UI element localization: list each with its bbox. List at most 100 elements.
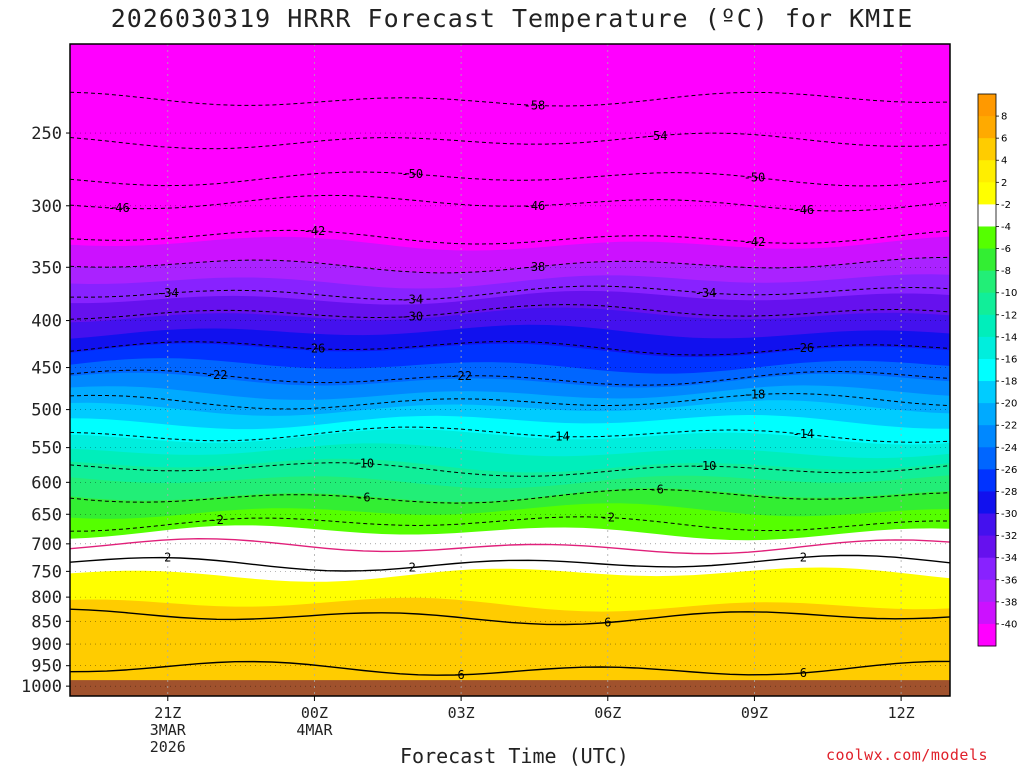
colorbar-label: 4	[1001, 156, 1007, 167]
isotherm-label: -34	[157, 286, 179, 300]
y-tick-label: 950	[31, 657, 62, 677]
colorbar-swatch	[978, 557, 996, 581]
isotherm-label: 2	[800, 550, 807, 564]
y-tick-label: 350	[31, 258, 62, 278]
colorbar-swatch	[978, 182, 996, 205]
colorbar-swatch	[978, 425, 996, 448]
y-tick-label: 250	[31, 124, 62, 144]
isotherm-line	[70, 194, 950, 212]
y-tick-label: 1000	[21, 677, 62, 697]
isotherm-label: -2	[209, 513, 223, 527]
isotherm-line	[70, 171, 950, 187]
plot-area: -58 -54 -50 -50 -46 -46 -46 -42 -42 -38 -34 -34 -34 -…	[70, 44, 950, 696]
ground-layer	[70, 680, 950, 696]
colorbar-label: -22	[1001, 421, 1017, 432]
colorbar-swatch	[978, 226, 996, 250]
isotherm-label: 2	[409, 561, 416, 575]
x-tick-label: 00Z	[301, 704, 328, 722]
colorbar-swatch	[978, 314, 996, 338]
colorbar-swatch	[978, 292, 996, 316]
y-tick-label: 400	[31, 312, 62, 332]
isotherm-label: 6	[457, 668, 464, 682]
colorbar-label: -24	[1001, 443, 1017, 454]
colorbar-swatch	[978, 403, 996, 426]
colorbar-legend: 8 6 4 2 -2 -4 -6 -8 -10 -12 -14 -16 -18 -20 -22 -24 -26 -…	[977, 93, 1017, 647]
isotherm-label: -26	[792, 341, 814, 355]
x-tick-label: 03Z	[448, 704, 475, 722]
isotherm-label: -42	[744, 235, 766, 249]
isotherm-label: -34	[401, 293, 423, 307]
colorbar-swatch	[978, 138, 996, 161]
credit-link[interactable]: coolwx.com/models	[826, 746, 989, 764]
colorbar-label: -36	[1001, 575, 1017, 586]
colorbar-label: -34	[1001, 553, 1017, 564]
isotherm-line	[70, 426, 950, 443]
isotherm-label: 6	[604, 616, 611, 630]
colorbar-label: 6	[1001, 134, 1007, 145]
colorbar-label: -32	[1001, 531, 1017, 542]
isotherm-label: -46	[792, 203, 814, 217]
isotherm-line	[70, 554, 950, 572]
colorbar-label: -10	[1001, 288, 1017, 299]
colorbar-label: -2	[1001, 200, 1011, 211]
colorbar-label: -18	[1001, 377, 1017, 388]
isotherm-line	[70, 608, 950, 626]
colorbar-swatch	[978, 579, 996, 603]
colorbar-swatch	[978, 469, 996, 492]
chart-title: 2026030319 HRRR Forecast Temperature (ºC…	[110, 4, 914, 33]
x-axis-label: Forecast Time (UTC)	[400, 744, 629, 768]
isotherm-label: -10	[352, 456, 374, 470]
colorbar-label: -4	[1001, 222, 1011, 233]
colorbar-swatch	[978, 513, 996, 537]
isotherm-label: -14	[548, 429, 570, 443]
isotherm-label: -22	[450, 369, 472, 383]
temperature-band	[70, 597, 950, 696]
isotherm-label: -38	[524, 260, 546, 274]
isotherm-line	[70, 132, 950, 150]
colorbar-label: 8	[1001, 112, 1007, 123]
colorbar-label: -38	[1001, 597, 1017, 608]
freezing-line	[70, 537, 950, 555]
isotherm-label: -14	[792, 427, 814, 441]
isotherm-label: -10	[695, 459, 717, 473]
y-tick-label: 450	[31, 359, 62, 379]
isotherm-label: 6	[800, 666, 807, 680]
isotherm-label: -34	[695, 286, 717, 300]
x-tick-label: 21Z	[154, 704, 181, 722]
isotherm-label: -46	[524, 199, 546, 213]
y-tick-label: 500	[31, 401, 62, 421]
colorbar-swatch	[978, 160, 996, 183]
colorbar-frame	[977, 93, 997, 647]
isotherm-label: -46	[108, 201, 130, 215]
y-tick-label: 300	[31, 197, 62, 217]
colorbar-label: -16	[1001, 354, 1017, 365]
isotherm-label: -2	[601, 510, 615, 524]
isotherm-label: -50	[401, 167, 423, 181]
y-tick-label: 750	[31, 562, 62, 582]
y-tick-label: 650	[31, 505, 62, 525]
colorbar-swatch	[978, 623, 996, 647]
colorbar-label: -28	[1001, 487, 1017, 498]
colorbar-label: -6	[1001, 244, 1011, 255]
x-tick-label: 09Z	[741, 704, 768, 722]
y-tick-label: 900	[31, 635, 62, 655]
colorbar-swatch	[978, 491, 996, 515]
colorbar-swatch	[978, 381, 996, 404]
isotherm-label: -18	[744, 388, 766, 402]
isotherm-line	[70, 660, 950, 676]
colorbar-swatch	[978, 270, 996, 294]
y-tick-label: 800	[31, 588, 62, 608]
isotherm-line	[70, 229, 950, 245]
isotherm-line	[70, 340, 950, 356]
x-tick-label: 3MAR	[150, 721, 187, 739]
colorbar-swatch	[978, 601, 996, 625]
colorbar-swatch	[978, 94, 996, 117]
colorbar-label: -20	[1001, 399, 1017, 410]
plot-frame	[69, 43, 951, 697]
colorbar-label: -14	[1001, 332, 1017, 343]
isotherm-label: 2	[164, 551, 171, 565]
y-tick-label: 700	[31, 535, 62, 555]
colorbar-swatch	[978, 535, 996, 559]
